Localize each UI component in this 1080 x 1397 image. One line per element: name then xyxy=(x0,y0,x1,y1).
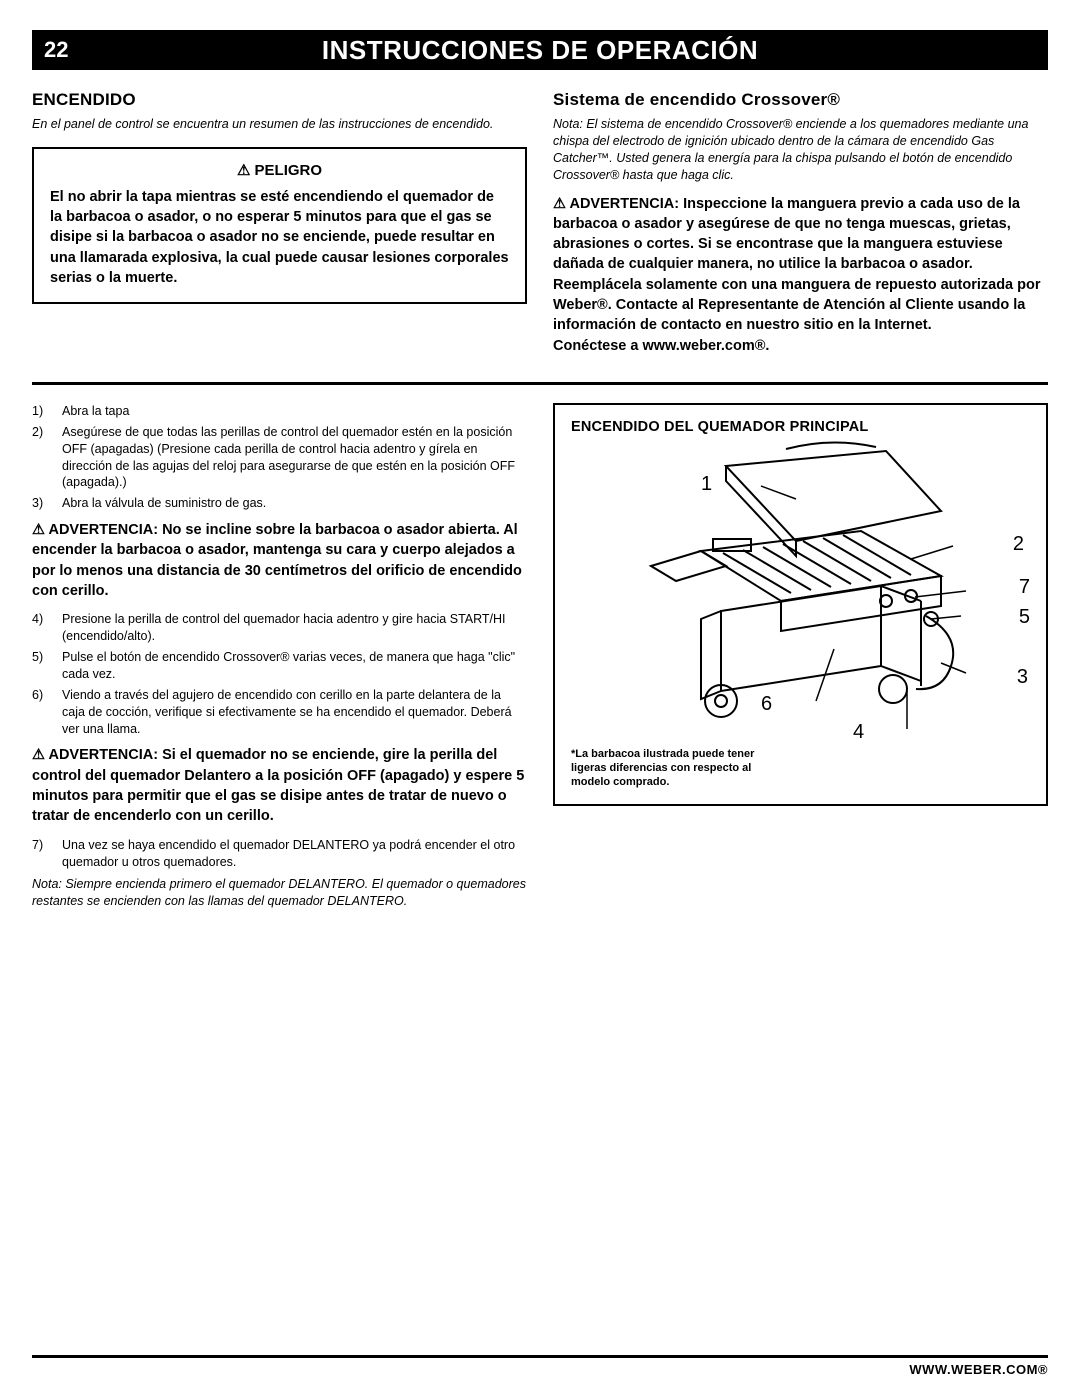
callout-2: 2 xyxy=(1013,533,1024,556)
connect-line: Conéctese a www.weber.com®. xyxy=(553,336,1048,356)
step-text: Abra la tapa xyxy=(62,403,527,420)
diagram-box: ENCENDIDO DEL QUEMADOR PRINCIPAL xyxy=(553,403,1048,806)
step-number: 6) xyxy=(32,687,62,738)
bottom-left-col: 1)Abra la tapa2)Asegúrese de que todas l… xyxy=(32,403,527,910)
steps-list-c: 7)Una vez se haya encendido el quemador … xyxy=(32,837,527,871)
step-item: 2)Asegúrese de que todas las perillas de… xyxy=(32,424,527,492)
diagram-note: *La barbacoa ilustrada puede tener liger… xyxy=(571,747,771,790)
danger-body: El no abrir la tapa mientras se esté enc… xyxy=(50,187,509,288)
advert-hose: ⚠ ADVERTENCIA: Inspeccione la manguera p… xyxy=(553,194,1048,336)
danger-heading: ⚠ PELIGRO xyxy=(50,161,509,179)
warning-noignite: ⚠ ADVERTENCIA: Si el quemador no se enci… xyxy=(32,745,527,826)
header-bar: 22 INSTRUCCIONES DE OPERACIÓN xyxy=(32,30,1048,70)
bottom-right-col: ENCENDIDO DEL QUEMADOR PRINCIPAL xyxy=(553,403,1048,910)
step-text: Pulse el botón de encendido Crossover® v… xyxy=(62,649,527,683)
top-columns: ENCENDIDO En el panel de control se encu… xyxy=(32,90,1048,356)
bottom-columns: 1)Abra la tapa2)Asegúrese de que todas l… xyxy=(32,403,1048,910)
step-item: 7)Una vez se haya encendido el quemador … xyxy=(32,837,527,871)
steps-list-b: 4)Presione la perilla de control del que… xyxy=(32,611,527,737)
step-item: 1)Abra la tapa xyxy=(32,403,527,420)
crossover-note: Nota: El sistema de encendido Crossover®… xyxy=(553,116,1048,184)
top-right-col: Sistema de encendido Crossover® Nota: El… xyxy=(553,90,1048,356)
step-number: 4) xyxy=(32,611,62,645)
callout-1: 1 xyxy=(701,473,712,496)
crossover-heading: Sistema de encendido Crossover® xyxy=(553,90,1048,110)
page-title: INSTRUCCIONES DE OPERACIÓN xyxy=(44,35,1036,66)
step-text: Viendo a través del agujero de encendido… xyxy=(62,687,527,738)
step-item: 4)Presione la perilla de control del que… xyxy=(32,611,527,645)
callout-3: 3 xyxy=(1017,666,1028,689)
divider xyxy=(32,382,1048,385)
footer-url: WWW.WEBER.COM® xyxy=(32,1355,1048,1377)
step-item: 3)Abra la válvula de suministro de gas. xyxy=(32,495,527,512)
step-item: 5)Pulse el botón de encendido Crossover®… xyxy=(32,649,527,683)
callout-4: 4 xyxy=(853,721,864,744)
grill-icon xyxy=(631,441,971,731)
callout-7: 7 xyxy=(1019,576,1030,599)
steps-list-a: 1)Abra la tapa2)Asegúrese de que todas l… xyxy=(32,403,527,512)
step-number: 1) xyxy=(32,403,62,420)
callout-5: 5 xyxy=(1019,606,1030,629)
step-number: 2) xyxy=(32,424,62,492)
step-text: Una vez se haya encendido el quemador DE… xyxy=(62,837,527,871)
step-text: Presione la perilla de control del quema… xyxy=(62,611,527,645)
step-number: 5) xyxy=(32,649,62,683)
warning-lean: ⚠ ADVERTENCIA: No se incline sobre la ba… xyxy=(32,520,527,601)
top-left-col: ENCENDIDO En el panel de control se encu… xyxy=(32,90,527,356)
diagram-title: ENCENDIDO DEL QUEMADOR PRINCIPAL xyxy=(571,419,1030,435)
step-number: 7) xyxy=(32,837,62,871)
end-note: Nota: Siempre encienda primero el quemad… xyxy=(32,876,527,910)
danger-box: ⚠ PELIGRO El no abrir la tapa mientras s… xyxy=(32,147,527,304)
callout-6: 6 xyxy=(761,693,772,716)
diagram-area: 1 2 3 4 5 6 7 xyxy=(571,441,1030,751)
step-item: 6)Viendo a través del agujero de encendi… xyxy=(32,687,527,738)
step-text: Abra la válvula de suministro de gas. xyxy=(62,495,527,512)
step-number: 3) xyxy=(32,495,62,512)
step-text: Asegúrese de que todas las perillas de c… xyxy=(62,424,527,492)
encendido-note: En el panel de control se encuentra un r… xyxy=(32,116,527,133)
encendido-heading: ENCENDIDO xyxy=(32,90,527,110)
